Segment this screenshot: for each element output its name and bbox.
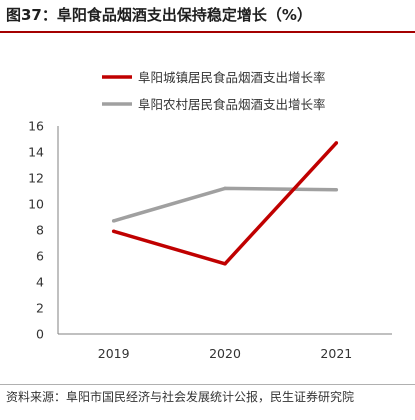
y-tick-label: 10 <box>28 197 44 212</box>
legend-label-rural: 阜阳农村居民食品烟酒支出增长率 <box>138 97 326 112</box>
line-chart: 阜阳城镇居民食品烟酒支出增长率 阜阳农村居民食品烟酒支出增长率 0 2 4 6 8 10 1… <box>28 70 392 361</box>
series-line-rural <box>113 186 337 223</box>
urban-data-point <box>111 229 116 234</box>
title-divider <box>0 31 415 33</box>
y-tick-labels: 0 2 4 6 8 10 12 14 16 <box>28 119 44 342</box>
series-line-urban <box>113 141 338 266</box>
x-tick-label: 2021 <box>320 346 352 361</box>
x-tick-labels: 2019 2020 2021 <box>98 346 352 361</box>
source-divider <box>0 384 415 385</box>
series-lines <box>111 141 339 266</box>
y-tick-label: 16 <box>28 119 44 134</box>
y-tick-label: 8 <box>36 223 44 238</box>
urban-data-point <box>334 141 339 145</box>
y-tick-label: 14 <box>28 145 44 160</box>
x-tick-label: 2019 <box>98 346 130 361</box>
figure-title: 图37：阜阳食品烟酒支出保持稳定增长（%） <box>6 6 312 24</box>
legend: 阜阳城镇居民食品烟酒支出增长率 阜阳农村居民食品烟酒支出增长率 <box>102 70 326 112</box>
rural-data-point <box>223 186 227 191</box>
urban-data-point <box>223 262 227 266</box>
legend-label-urban: 阜阳城镇居民食品烟酒支出增长率 <box>138 70 326 85</box>
y-tick-label: 2 <box>36 301 44 316</box>
source-note: 资料来源：阜阳市国民经济与社会发展统计公报，民生证券研究院 <box>6 390 355 404</box>
y-tick-label: 6 <box>36 249 44 264</box>
y-tick-label: 12 <box>28 171 44 186</box>
rural-data-point <box>111 219 116 223</box>
y-tick-label: 0 <box>36 327 44 342</box>
y-tick-label: 4 <box>36 275 44 290</box>
rural-data-point <box>334 187 339 192</box>
x-tick-label: 2020 <box>209 346 241 361</box>
